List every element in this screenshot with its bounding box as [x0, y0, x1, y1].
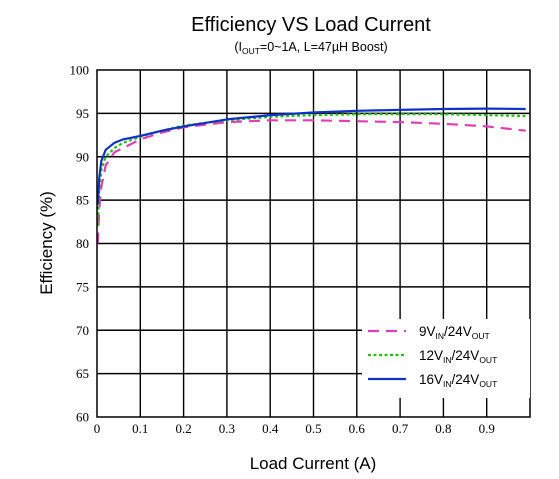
y-tick-label: 80 — [76, 236, 89, 251]
y-axis-label: Efficiency (%) — [37, 191, 56, 295]
x-tick-label: 0.4 — [262, 421, 279, 436]
legend-v1: 9V — [419, 324, 436, 339]
legend-mid: /24V — [444, 324, 472, 339]
y-tick-label: 65 — [76, 366, 89, 381]
legend-label-2: 12VIN/24VOUT — [419, 348, 497, 365]
grid-lines — [97, 70, 530, 417]
y-tick-label: 60 — [76, 410, 89, 425]
subtitle-rest: =0~1A, L=47µH Boost) — [260, 40, 388, 54]
x-axis-label: Load Current (A) — [250, 454, 377, 473]
chart-subtitle: (IOUT=0~1A, L=47µH Boost) — [234, 40, 387, 56]
y-tick-label: 75 — [76, 279, 89, 294]
x-tick-label: 0.5 — [305, 421, 321, 436]
chart-title: Efficiency VS Load Current — [191, 14, 431, 36]
subtitle-sub: OUT — [242, 46, 260, 56]
y-tick-label: 70 — [76, 323, 89, 338]
x-tick-label: 0.9 — [479, 421, 495, 436]
legend-sub1: IN — [443, 379, 452, 389]
series-line-3 — [96, 107, 526, 205]
y-tick-label: 85 — [76, 193, 89, 208]
tick-labels: 0 0.1 0.2 0.3 0.4 0.5 0.6 0.7 0.8 0.9 60 65 70 75 80 85… — [70, 63, 495, 437]
legend-label-1: 9VIN/24VOUT — [419, 324, 490, 341]
y-tick-label: 100 — [70, 63, 90, 78]
x-tick-label: 0.1 — [132, 421, 148, 436]
legend-box — [362, 319, 530, 398]
legend-v1: 12V — [419, 348, 443, 363]
y-tick-label: 90 — [76, 149, 89, 164]
legend-mid: /24V — [452, 348, 480, 363]
x-tick-label: 0.8 — [435, 421, 451, 436]
legend-mid: /24V — [452, 372, 480, 387]
y-tick-label: 95 — [76, 106, 89, 121]
legend-v1: 16V — [419, 372, 443, 387]
series-line-1 — [96, 119, 526, 244]
legend-sub1: IN — [436, 331, 445, 341]
legend-sub2: OUT — [479, 379, 497, 389]
x-tick-label: 0 — [94, 421, 101, 436]
plot-frame — [96, 69, 531, 418]
series-lines — [96, 107, 526, 244]
legend-sub1: IN — [443, 355, 452, 365]
legend-label-3: 16VIN/24VOUT — [419, 372, 497, 389]
x-tick-label: 0.7 — [392, 421, 409, 436]
x-tick-label: 0.2 — [175, 421, 191, 436]
x-tick-label: 0.6 — [349, 421, 366, 436]
legend-sub2: OUT — [479, 355, 497, 365]
legend-sub2: OUT — [472, 331, 490, 341]
subtitle-open: (I — [234, 40, 242, 54]
x-tick-label: 0.3 — [219, 421, 235, 436]
